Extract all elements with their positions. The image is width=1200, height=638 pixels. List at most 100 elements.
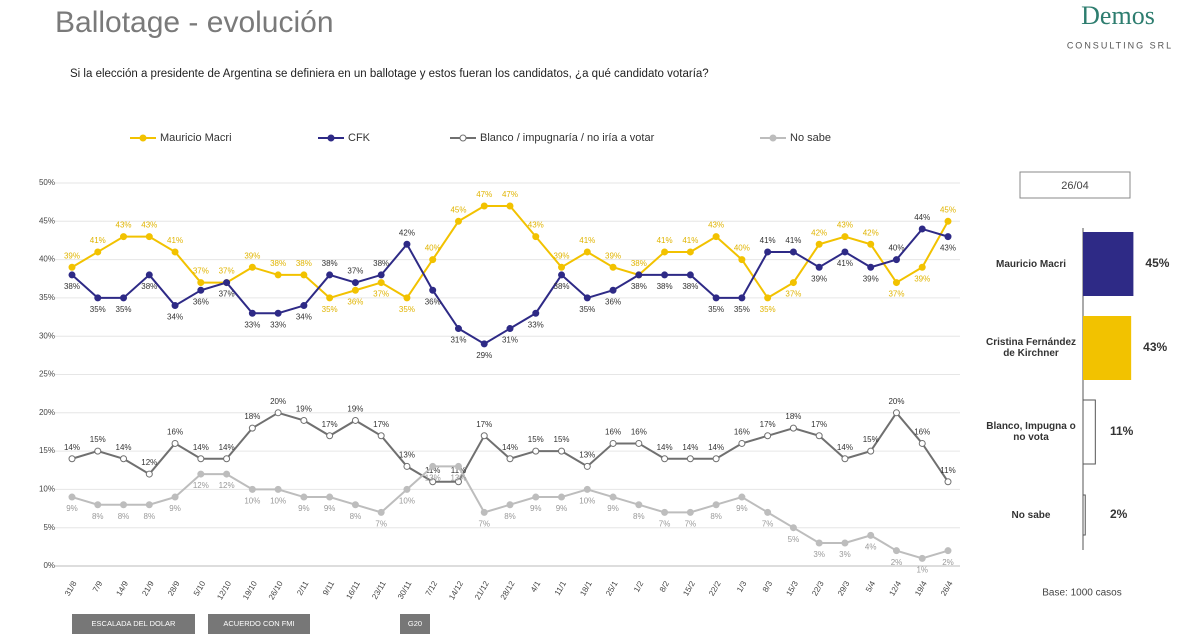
data-label: 7% <box>375 519 387 528</box>
point <box>532 233 540 241</box>
data-label: 38% <box>141 282 157 291</box>
event-label: ACUERDO CON FMI <box>223 619 294 628</box>
data-label: 43% <box>837 221 853 230</box>
x-tick-label: 21/9 <box>140 579 156 597</box>
point <box>480 202 488 210</box>
data-label: 36% <box>605 297 621 306</box>
point <box>171 439 179 447</box>
point <box>661 508 669 516</box>
data-label: 10% <box>579 497 595 506</box>
data-label: 41% <box>760 236 776 245</box>
bar-category-wrap: Cristina Fernández de Kirchner <box>985 337 1077 359</box>
point <box>145 501 153 509</box>
data-label: 15% <box>554 435 570 444</box>
point <box>120 455 128 463</box>
point <box>248 485 256 493</box>
point <box>454 462 462 470</box>
point <box>712 455 720 463</box>
data-label: 41% <box>785 236 801 245</box>
point <box>944 217 952 225</box>
point <box>867 531 875 539</box>
point <box>944 233 952 241</box>
point <box>171 302 179 310</box>
data-label: 37% <box>193 267 209 276</box>
data-label: 9% <box>556 504 568 513</box>
x-tick-label: 28/9 <box>166 579 182 597</box>
bar-value: 11% <box>1110 424 1134 438</box>
y-tick-label: 0% <box>43 561 55 570</box>
point <box>145 470 153 478</box>
data-label: 14% <box>682 443 698 452</box>
data-label: 38% <box>631 282 647 291</box>
data-label: 39% <box>244 251 260 260</box>
point <box>686 271 694 279</box>
data-label: 2% <box>942 558 954 567</box>
data-label: 20% <box>888 397 904 406</box>
point <box>480 508 488 516</box>
legend-marker <box>139 134 147 142</box>
point <box>712 294 720 302</box>
point <box>94 447 102 455</box>
data-label: 47% <box>476 190 492 199</box>
point <box>764 294 772 302</box>
data-label: 11% <box>940 466 955 475</box>
point <box>403 294 411 302</box>
point <box>764 432 772 440</box>
x-tick-label: 28/12 <box>499 579 517 601</box>
data-label: 7% <box>478 519 490 528</box>
logo: Demos <box>1081 1 1155 30</box>
bar-category: Blanco, Impugna o no vota <box>986 421 1076 443</box>
point <box>583 294 591 302</box>
x-tick-label: 8/2 <box>658 579 672 594</box>
data-label: 35% <box>399 305 415 314</box>
data-label: 14% <box>708 443 724 452</box>
point <box>68 455 76 463</box>
bar-category: Cristina Fernández de Kirchner <box>985 337 1077 359</box>
point <box>120 501 128 509</box>
point <box>558 447 566 455</box>
data-label: 31% <box>450 336 466 345</box>
y-tick-label: 40% <box>39 255 55 264</box>
bar-value: 43% <box>1143 340 1167 354</box>
point <box>583 462 591 470</box>
y-tick-label: 15% <box>39 446 55 455</box>
data-label: 38% <box>631 259 647 268</box>
data-label: 8% <box>633 512 645 521</box>
data-label: 9% <box>324 504 336 513</box>
point <box>377 271 385 279</box>
x-tick-label: 23/11 <box>370 579 388 601</box>
data-label: 16% <box>631 428 647 437</box>
data-label: 8% <box>350 512 362 521</box>
data-label: 45% <box>940 205 956 214</box>
data-label: 8% <box>504 512 516 521</box>
data-label: 9% <box>66 504 78 513</box>
data-label: 38% <box>64 282 80 291</box>
point <box>918 554 926 562</box>
data-label: 34% <box>167 313 183 322</box>
data-label: 15% <box>528 435 544 444</box>
data-label: 37% <box>219 267 235 276</box>
point <box>841 233 849 241</box>
point <box>351 416 359 424</box>
point <box>403 485 411 493</box>
point <box>120 294 128 302</box>
data-label: 20% <box>270 397 286 406</box>
data-label: 45% <box>450 205 466 214</box>
data-label: 9% <box>736 504 748 513</box>
data-label: 39% <box>554 251 570 260</box>
legend-marker <box>769 134 777 142</box>
y-tick-label: 45% <box>39 216 55 225</box>
data-label: 10% <box>270 497 286 506</box>
point <box>661 271 669 279</box>
point <box>661 455 669 463</box>
panel-note: Base: 1000 casos <box>1042 588 1122 599</box>
legend-marker <box>327 134 335 142</box>
data-label: 43% <box>528 221 544 230</box>
data-label: 43% <box>141 221 157 230</box>
data-label: 41% <box>682 236 698 245</box>
point <box>609 439 617 447</box>
data-label: 43% <box>708 221 724 230</box>
point <box>274 309 282 317</box>
data-label: 43% <box>940 244 956 253</box>
